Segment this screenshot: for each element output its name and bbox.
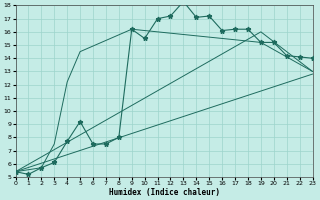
X-axis label: Humidex (Indice chaleur): Humidex (Indice chaleur): [108, 188, 220, 197]
